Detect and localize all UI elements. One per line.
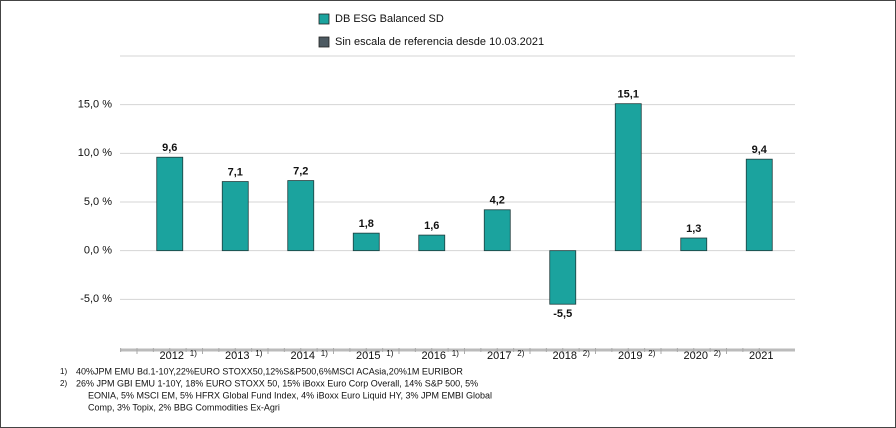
y-tick-label: 15,0 %	[78, 99, 112, 111]
value-label: 7,1	[228, 166, 243, 178]
category-note: 1)	[452, 349, 459, 358]
legend-label: Sin escala de referencia desde 10.03.202…	[335, 36, 544, 48]
category-note: 1)	[190, 349, 197, 358]
y-tick-label: 5,0 %	[84, 196, 112, 208]
y-tick-label: 10,0 %	[78, 147, 112, 159]
category-note: 1)	[321, 349, 328, 358]
bar	[614, 103, 642, 252]
category-note: 2)	[648, 349, 655, 358]
x-tick-label: 2019	[618, 350, 642, 362]
category-note: 1)	[386, 349, 393, 358]
value-label: 4,2	[490, 195, 505, 207]
bar	[221, 181, 249, 252]
category-note: 1)	[255, 349, 262, 358]
x-tick-label: 2012	[160, 350, 184, 362]
x-tick-label: 2013	[225, 350, 249, 362]
value-label: 1,3	[686, 223, 701, 235]
bar	[156, 156, 184, 252]
bar	[680, 237, 708, 252]
x-tick-label: 2017	[487, 350, 511, 362]
footnote-text: 40%JPM EMU Bd.1-10Y,22%EURO STOXX50,12%S…	[76, 366, 463, 376]
category-note: 2)	[714, 349, 721, 358]
bar	[352, 232, 380, 252]
category-note: 2)	[583, 349, 590, 358]
bar	[483, 209, 511, 252]
y-tick-label: 0,0 %	[84, 245, 112, 257]
x-tick-label: 2021	[749, 350, 773, 362]
x-tick-label: 2015	[356, 350, 380, 362]
footnote-text: EONIA, 5% MSCI EM, 5% HFRX Global Fund I…	[88, 390, 492, 400]
legend-swatch	[318, 13, 330, 25]
value-label: 1,6	[424, 220, 439, 232]
category-note: 2)	[517, 349, 524, 358]
x-tick-label: 2020	[684, 350, 708, 362]
footnote-marker: 2)	[60, 379, 67, 388]
footnote-marker: 1)	[60, 367, 67, 376]
bar	[418, 234, 446, 252]
value-label: -5,5	[553, 308, 572, 320]
legend-label: DB ESG Balanced SD	[335, 13, 444, 25]
bar	[745, 158, 773, 252]
value-label: 1,8	[359, 218, 374, 230]
y-tick-label: -5,0 %	[80, 293, 112, 305]
x-tick-label: 2018	[553, 350, 577, 362]
legend-swatch	[318, 36, 330, 48]
footnote-text: 26% JPM GBI EMU 1-10Y, 18% EURO STOXX 50…	[76, 378, 478, 388]
bar	[287, 180, 315, 252]
bar	[549, 250, 577, 305]
value-label: 7,2	[293, 165, 308, 177]
x-tick-label: 2014	[291, 350, 315, 362]
x-tick-label: 2016	[422, 350, 446, 362]
footnote-text: Comp, 3% Topix, 2% BBG Commodities Ex-Ag…	[88, 402, 280, 412]
value-label: 9,4	[752, 144, 768, 156]
value-label: 15,1	[618, 89, 639, 101]
value-label: 9,6	[162, 142, 177, 154]
